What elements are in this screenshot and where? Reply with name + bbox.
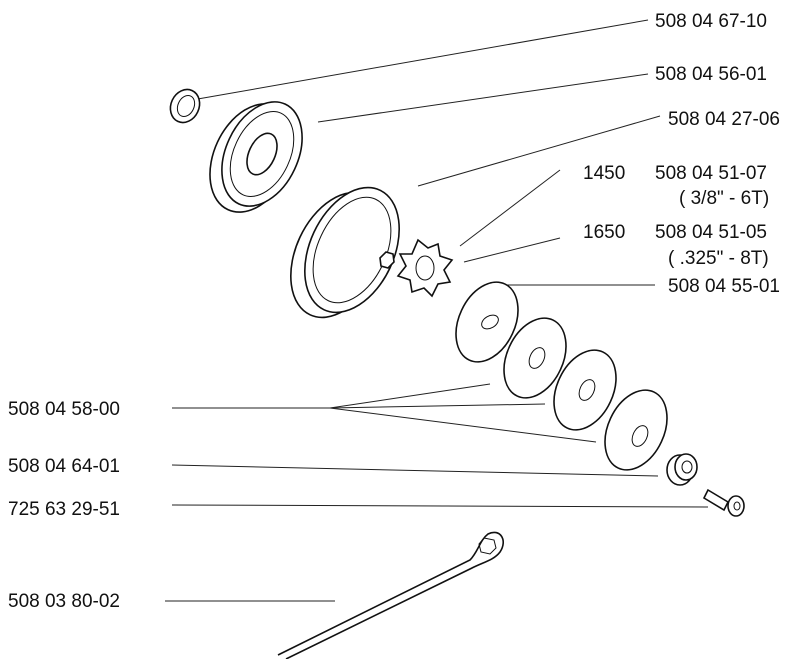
part-note: ( .325" - 8T) — [668, 248, 769, 269]
part-number: 725 63 29-51 — [8, 499, 120, 520]
part-number: 508 04 55-01 — [668, 276, 780, 297]
model: 1450 — [583, 163, 625, 184]
part-number: 508 04 51-07 — [655, 163, 767, 184]
part-number: 508 04 64-01 — [8, 456, 120, 477]
part-number: 508 04 51-05 — [655, 222, 767, 243]
part-note: ( 3/8" - 6T) — [679, 188, 769, 209]
part-number: 508 04 27-06 — [668, 109, 780, 130]
model: 1650 — [583, 222, 625, 243]
leader-lines — [165, 19, 709, 602]
part-number: 508 04 67-10 — [655, 11, 767, 32]
labels: 508 04 67-10 508 04 56-01 508 04 27-06 1… — [8, 11, 780, 612]
part-number: 508 04 58-00 — [8, 399, 120, 420]
part-number: 508 04 56-01 — [655, 64, 767, 85]
part-number: 508 03 80-02 — [8, 591, 120, 612]
parts-drawing — [169, 88, 745, 659]
